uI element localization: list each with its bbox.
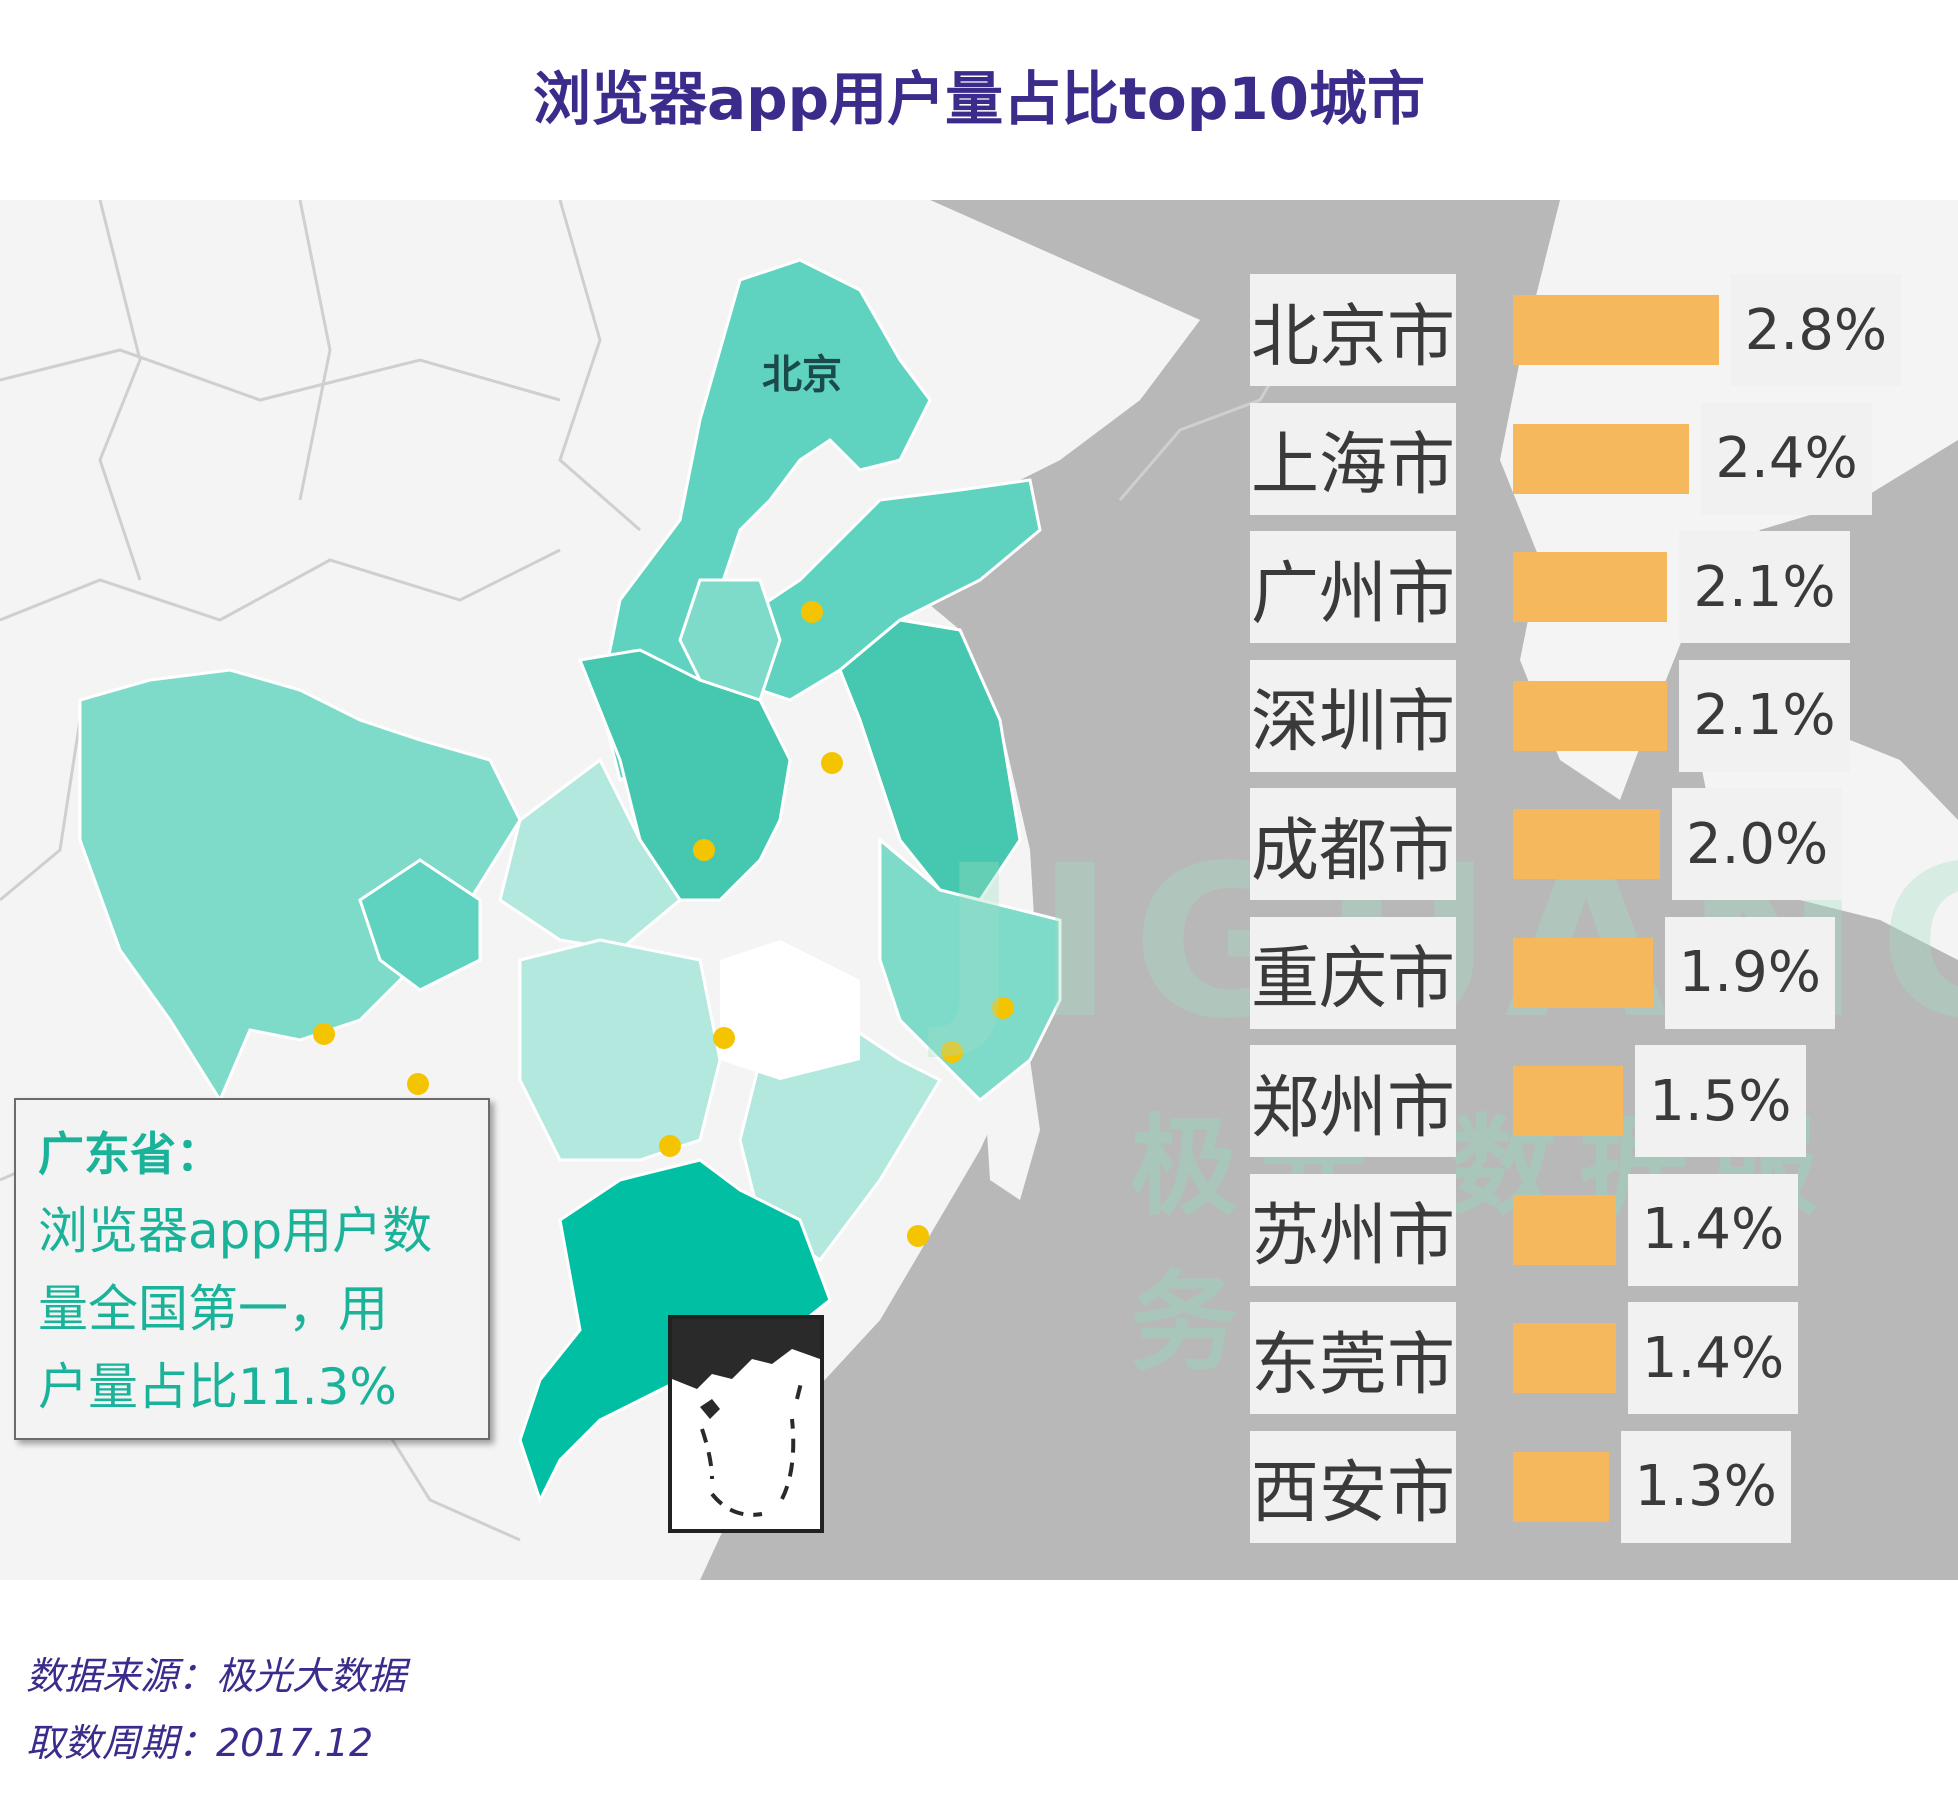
guangdong-callout: 广东省： 浏览器app用户数 量全国第一，用 户量占比11.3% <box>14 1098 490 1440</box>
bar-value-label: 1.5% <box>1635 1045 1806 1157</box>
south-china-sea-inset <box>668 1315 824 1533</box>
bar-category-label: 重庆市 <box>1250 916 1456 1029</box>
bar-category-label: 成都市 <box>1250 788 1456 900</box>
bar-category-label: 西安市 <box>1250 1430 1456 1543</box>
bar-category-label: 东莞市 <box>1250 1302 1456 1414</box>
chart-title: 浏览器app用户量占比top10城市 <box>533 65 1425 133</box>
bar-value-label: 1.3% <box>1620 1430 1791 1543</box>
bar-value-label: 2.4% <box>1701 402 1872 515</box>
bar-value-label: 2.1% <box>1679 531 1850 643</box>
callout-line: 量全国第一，用 <box>38 1280 388 1338</box>
bar-category-label: 广州市 <box>1250 531 1456 643</box>
bar-value-label: 1.9% <box>1664 916 1835 1029</box>
bar-value-label: 2.1% <box>1679 659 1850 772</box>
bar-category-label: 深圳市 <box>1250 659 1456 772</box>
bar-value-label: 1.4% <box>1627 1173 1799 1286</box>
bar <box>1513 423 1690 494</box>
inset-map <box>672 1319 820 1517</box>
bar-value-label: 2.0% <box>1672 788 1843 900</box>
bar <box>1513 937 1653 1008</box>
bar <box>1513 1323 1616 1393</box>
bar <box>1513 295 1719 365</box>
bar <box>1513 809 1660 879</box>
bar <box>1513 1451 1609 1522</box>
bar <box>1513 1066 1624 1136</box>
callout-body: 浏览器app用户数 量全国第一，用 户量占比11.3% <box>38 1192 466 1426</box>
bar <box>1513 1194 1616 1265</box>
callout-line: 浏览器app用户数 <box>38 1202 433 1260</box>
bar-category-label: 北京市 <box>1250 274 1456 386</box>
bar <box>1513 552 1668 622</box>
beijing-label: 北京 <box>762 352 842 398</box>
callout-line: 户量占比11.3% <box>38 1358 397 1416</box>
callout-heading: 广东省： <box>38 1127 222 1181</box>
bar-category-label: 郑州市 <box>1250 1045 1456 1157</box>
data-source: 数据来源：极光大数据 <box>26 1654 407 1698</box>
bar-value-label: 1.4% <box>1627 1302 1799 1414</box>
bar <box>1513 680 1668 751</box>
bar-value-label: 2.8% <box>1730 274 1902 386</box>
bar-category-label: 上海市 <box>1250 402 1456 515</box>
bar-category-label: 苏州市 <box>1250 1173 1456 1286</box>
data-period: 取数周期：2017.12 <box>26 1721 374 1765</box>
